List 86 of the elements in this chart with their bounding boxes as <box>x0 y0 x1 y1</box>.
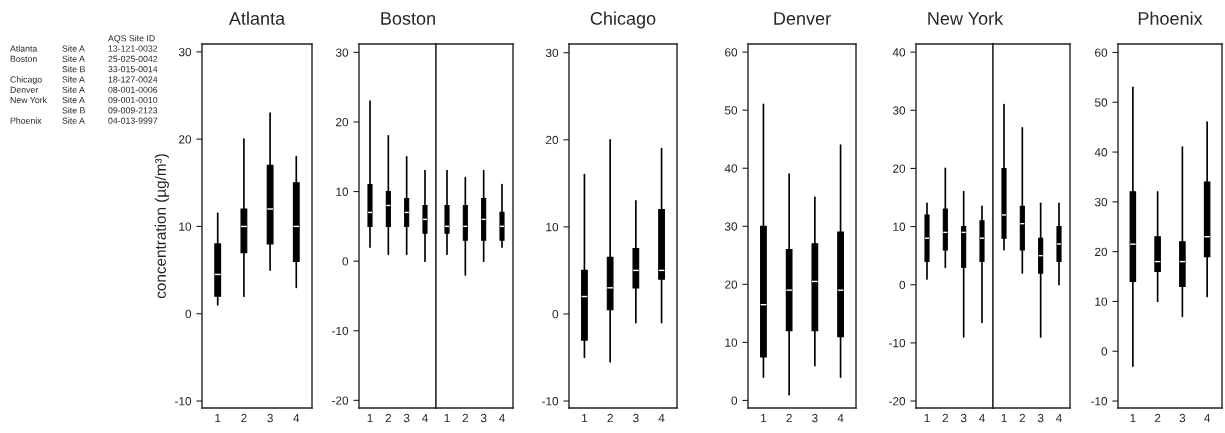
text: Denver Site A 08-001-0006 <box>10 86 158 93</box>
x-tick-label: 2 <box>1019 413 1026 423</box>
y-tick-label: 20 <box>1095 247 1108 257</box>
chart-title: Phoenix <box>1138 11 1203 25</box>
text: AQS Site ID <box>108 34 155 43</box>
y-tick-label: 30 <box>892 106 906 115</box>
x-tick-label: 1 <box>367 413 373 423</box>
text: New York Site A 09-001-0010 <box>10 96 158 104</box>
x-tick-label: 2 <box>241 413 247 423</box>
x-tick-label: 3 <box>480 413 487 423</box>
text: Phoenix Site A 04-013-9997 <box>10 117 158 124</box>
y-tick-label: 30 <box>335 48 349 57</box>
x-tick-label: 4 <box>498 413 505 423</box>
text: Boston Site A 25-025-0042 <box>10 55 158 62</box>
y-tick-label: -20 <box>889 397 906 406</box>
y-tick-label: 0 <box>185 309 192 319</box>
y-tick-label: 10 <box>336 187 349 196</box>
x-tick-label: 4 <box>978 413 985 423</box>
x-tick-label: 3 <box>1037 413 1044 423</box>
x-tick-label: 3 <box>267 413 273 423</box>
y-tick-label: 40 <box>892 48 906 57</box>
y-tick-label: 30 <box>724 222 738 231</box>
y-tick-label: -10 <box>1091 397 1108 406</box>
x-tick-label: 1 <box>761 413 767 423</box>
y-tick-label: 30 <box>178 47 192 57</box>
x-tick-label: 3 <box>1179 413 1186 423</box>
x-tick-label: 4 <box>658 413 665 423</box>
x-tick-label: 1 <box>1130 413 1136 423</box>
y-tick-label: 60 <box>725 48 738 57</box>
y-tick-label: 20 <box>893 164 906 173</box>
y-tick-label: 20 <box>336 117 349 127</box>
text: Atlanta Site A 13-121-0032 <box>10 45 158 52</box>
chart-title: Chicago <box>590 11 656 29</box>
y-tick-label: 10 <box>546 222 559 232</box>
x-tick-label: 3 <box>812 413 818 423</box>
x-tick-label: 4 <box>293 413 300 423</box>
y-tick-label: 0 <box>342 257 349 266</box>
x-tick-label: 2 <box>786 413 792 423</box>
y-tick-label: 20 <box>179 135 192 144</box>
text: Site B 09-009-2123 <box>62 107 158 114</box>
y-axis-title: concentration (µg/m³) <box>154 154 169 299</box>
chart-title: Denver <box>774 12 831 25</box>
x-tick-label: 1 <box>444 413 450 423</box>
y-tick-label: 10 <box>1095 297 1108 306</box>
x-tick-label: 2 <box>462 413 469 423</box>
y-tick-label: 30 <box>545 48 559 58</box>
chart-title: New York <box>928 11 1004 25</box>
y-tick-label: 40 <box>724 164 738 173</box>
text: Chicago Site A 18-127-0024 <box>10 76 158 85</box>
y-tick-label: -10 <box>889 338 906 348</box>
text: Site B 33-015-0014 <box>62 65 158 73</box>
x-tick-label: 3 <box>403 413 410 423</box>
y-tick-label: 0 <box>552 309 559 319</box>
y-tick-label: 10 <box>893 222 906 231</box>
y-tick-label: 0 <box>731 396 738 405</box>
x-tick-label: 4 <box>421 413 428 423</box>
y-tick-label: -20 <box>332 396 349 405</box>
x-tick-label: 3 <box>960 413 967 423</box>
x-tick-label: 1 <box>215 413 221 423</box>
y-tick-label: -10 <box>175 397 192 406</box>
chart-title: Atlanta <box>228 11 286 25</box>
y-tick-label: 30 <box>1094 197 1108 207</box>
x-tick-label: 2 <box>385 413 392 423</box>
y-tick-label: 10 <box>725 338 738 347</box>
chart-title: Boston <box>381 12 435 25</box>
y-tick-label: 20 <box>725 280 738 289</box>
x-tick-label: 2 <box>1154 413 1161 423</box>
x-tick-label: 1 <box>1001 413 1007 423</box>
y-tick-label: 10 <box>179 222 192 231</box>
y-tick-label: 20 <box>546 135 559 145</box>
x-tick-label: 4 <box>1204 413 1211 423</box>
y-tick-label: 0 <box>899 280 906 290</box>
y-tick-label: 40 <box>1094 148 1108 157</box>
y-tick-label: 60 <box>1095 48 1108 57</box>
x-tick-label: 1 <box>582 413 588 423</box>
x-tick-label: 3 <box>633 413 639 423</box>
y-tick-label: 50 <box>724 106 738 115</box>
x-tick-label: 2 <box>942 413 949 423</box>
x-tick-label: 2 <box>607 413 613 423</box>
y-tick-label: -10 <box>332 326 349 336</box>
y-tick-label: 0 <box>1101 347 1108 356</box>
y-tick-label: 50 <box>1094 98 1108 107</box>
x-tick-label: 4 <box>837 413 844 423</box>
x-tick-label: 4 <box>1055 413 1062 423</box>
x-tick-label: 1 <box>924 413 930 423</box>
y-tick-label: -10 <box>542 397 559 406</box>
